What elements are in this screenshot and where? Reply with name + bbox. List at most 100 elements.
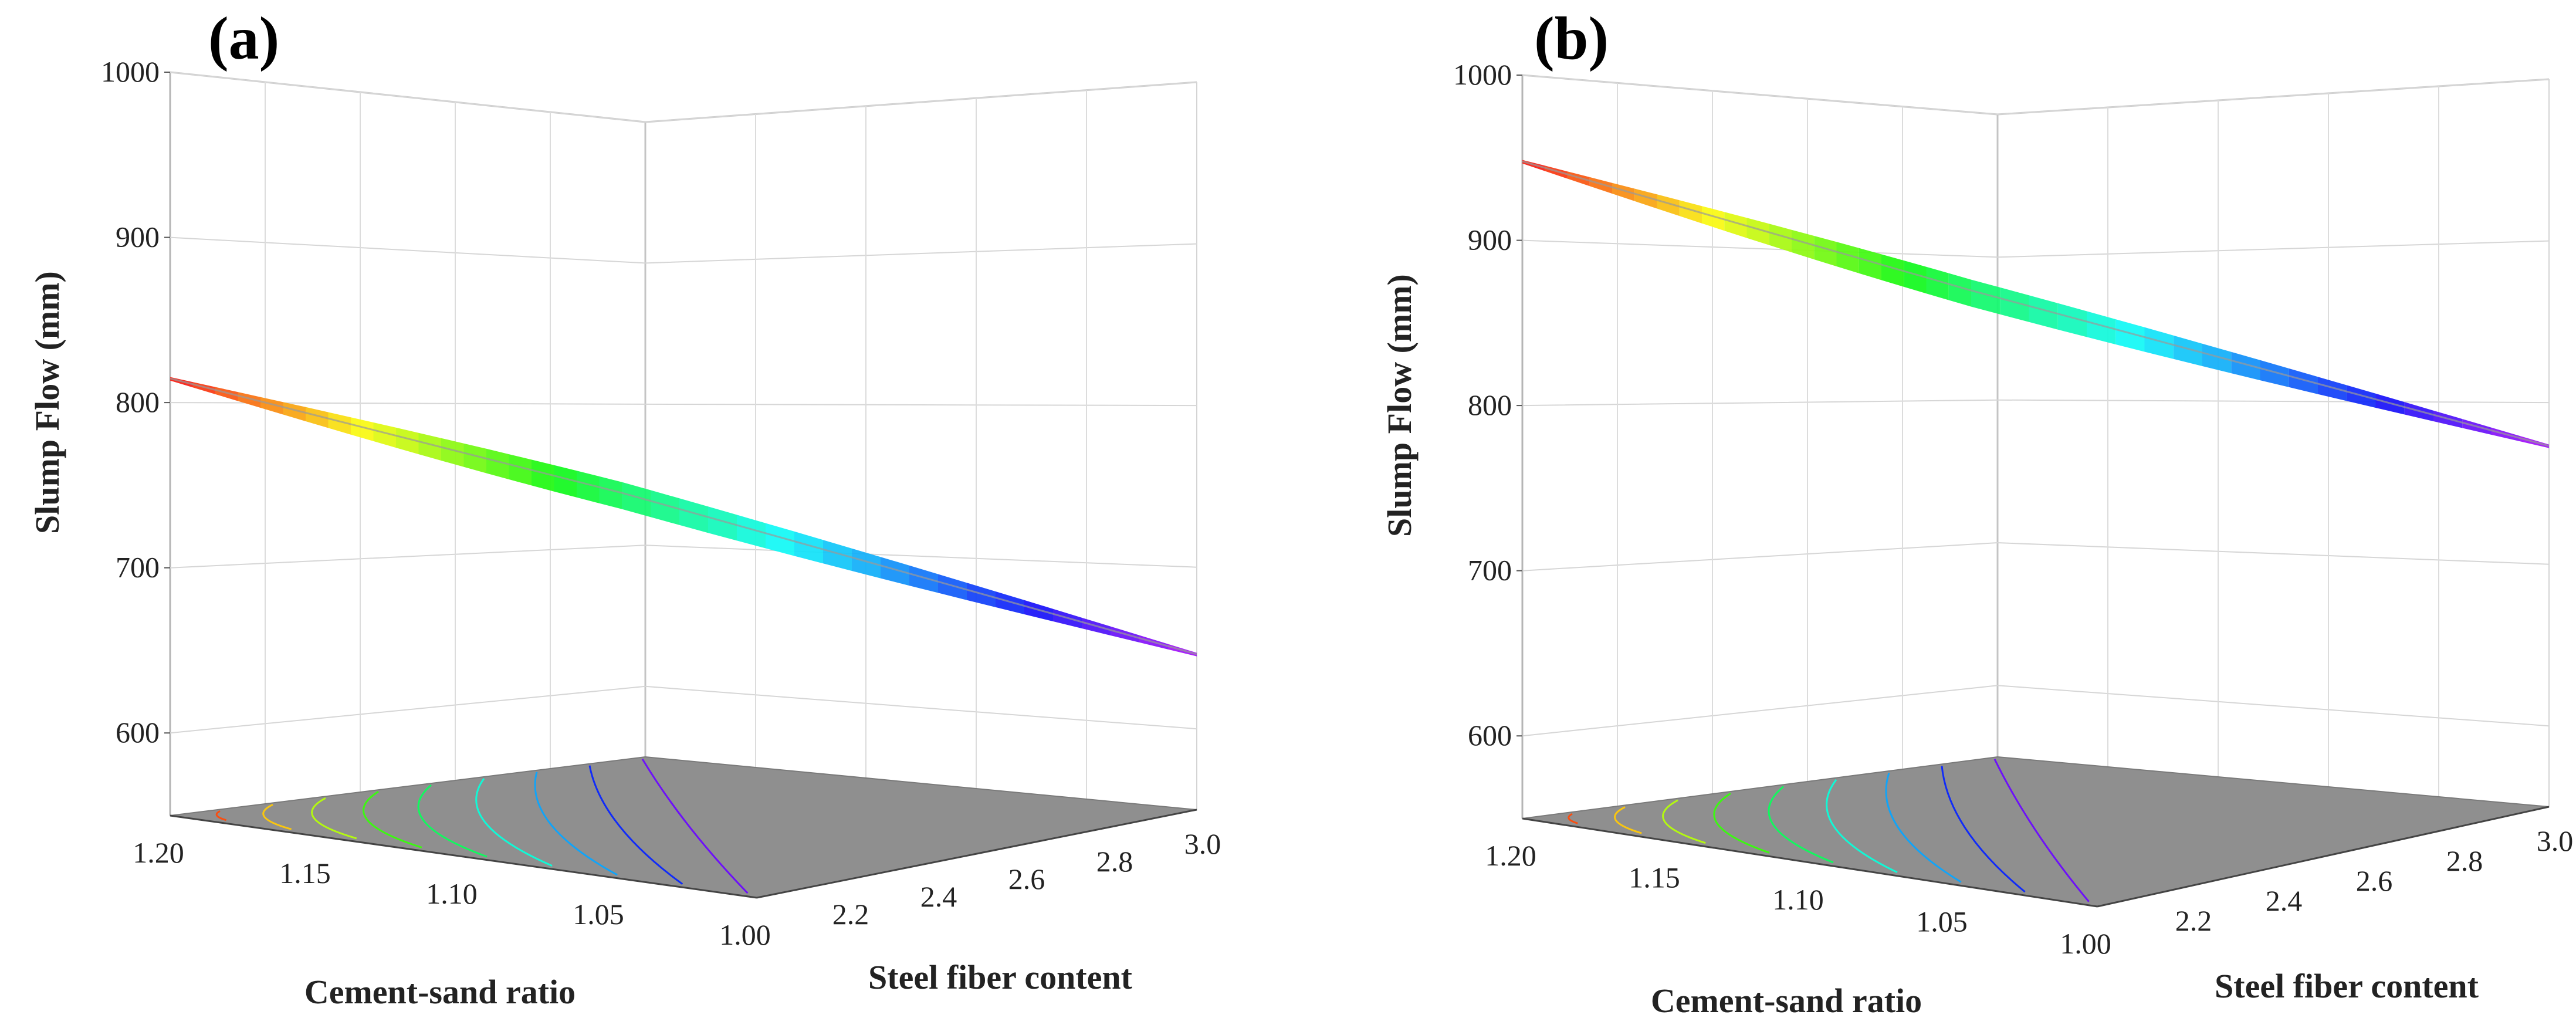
- surface-segment: [2087, 311, 2116, 344]
- surface-segment: [1679, 200, 1702, 224]
- surface-segment: [938, 574, 967, 600]
- surface-segment: [1971, 279, 2000, 314]
- x-tick-label: 1.15: [1629, 861, 1680, 894]
- surface-segment: [1769, 224, 1792, 252]
- panel-title: (a): [208, 5, 279, 72]
- x-tick-label: 1.20: [1485, 839, 1536, 872]
- surface-segment: [1926, 266, 1949, 300]
- contour-line: [1568, 813, 1578, 824]
- contour-line: [1885, 772, 1962, 883]
- surface-edge: [170, 377, 1197, 655]
- surface-segment: [1567, 171, 1590, 187]
- x-tick-label: 1.10: [426, 877, 478, 910]
- y-tick-label: 2.6: [1008, 863, 1045, 895]
- surface-segment: [881, 557, 909, 586]
- gridline-z: [1522, 239, 2550, 258]
- z-tick-label: 700: [1468, 554, 1512, 587]
- surface-segment: [651, 490, 679, 525]
- surface-segment: [909, 565, 938, 593]
- surface-segment: [441, 438, 464, 467]
- z-axis-title: Slump Flow (mm): [1380, 274, 1419, 537]
- surface-segment: [373, 422, 396, 448]
- contour-line: [311, 797, 357, 840]
- contour-line: [1941, 766, 2026, 893]
- gridline-z: [170, 544, 1197, 569]
- surface-segment: [2173, 335, 2202, 366]
- x-axis-line: [170, 814, 757, 899]
- y-axis-title: Steel fiber content: [868, 958, 1133, 996]
- top-wall-edge: [170, 71, 1197, 123]
- x-tick-label: 1.15: [279, 857, 331, 890]
- x-tick-label: 1.20: [133, 836, 184, 869]
- contour-line: [1768, 786, 1834, 864]
- y-tick-label: 2.6: [2356, 864, 2393, 897]
- surface-segment: [1634, 188, 1657, 209]
- x-tick-label: 1.05: [573, 898, 624, 931]
- contour-line: [534, 772, 618, 876]
- contour-line: [588, 765, 683, 885]
- contour-line: [1993, 759, 2090, 902]
- surface-segment: [708, 506, 737, 541]
- surface-segment: [351, 417, 374, 441]
- surface-segment: [328, 412, 351, 435]
- y-axis-line: [2097, 806, 2550, 908]
- surface-edge: [1522, 160, 2550, 447]
- surface-segment: [2318, 377, 2347, 401]
- gridline-z: [1522, 75, 2550, 116]
- surface-segment: [577, 471, 600, 503]
- z-tick-label: 800: [1468, 388, 1512, 421]
- z-axis-title: Slump Flow (mm): [28, 271, 66, 534]
- surface-segment: [238, 392, 260, 408]
- chart-panel-b: 600 700 800 900 1000 1.20 1.15 1.10 1.05 1.00 2.2 2…: [1288, 0, 2575, 1018]
- contour-line: [1662, 799, 1706, 844]
- z-tick-label: 1000: [101, 55, 160, 88]
- surface-segment: [2057, 303, 2087, 337]
- y-tick-label: 2.8: [2446, 844, 2483, 877]
- gridline-z: [1522, 685, 2550, 737]
- surface-segment: [2231, 351, 2260, 381]
- surface-segment: [554, 465, 577, 498]
- surface-segment: [766, 523, 794, 556]
- contour-line: [215, 810, 227, 821]
- x-axis-line: [1522, 817, 2098, 908]
- z-tick-label: 600: [1468, 719, 1512, 752]
- gridline-z: [170, 72, 1197, 123]
- surface-segment: [2289, 368, 2318, 394]
- y-tick-label: 2.2: [832, 898, 869, 931]
- gridline-z: [170, 402, 1197, 407]
- x-tick-label: 1.10: [1772, 883, 1824, 916]
- surface-segment: [1589, 177, 1612, 194]
- surface-segment: [486, 448, 509, 479]
- surface-chart-a: 600 700 800 900 1000 1.20 1.15 1.10 1.05 1.00 2.2 2…: [28, 5, 1221, 1011]
- z-tick-label: 900: [116, 221, 160, 253]
- contour-line: [1614, 806, 1642, 834]
- gridline-z: [170, 685, 1197, 734]
- y-tick-label: 2.4: [2266, 884, 2303, 917]
- surface-segment: [463, 443, 486, 474]
- x-tick-label: 1.00: [719, 918, 771, 951]
- surface-segment: [599, 476, 622, 509]
- surface-chart-b: 600 700 800 900 1000 1.20 1.15 1.10 1.05 1.00 2.2 2…: [1380, 5, 2573, 1018]
- surface-segment: [1792, 229, 1815, 260]
- contour-line: [641, 758, 749, 894]
- z-tick-label: 600: [116, 716, 160, 749]
- surface-segment: [823, 540, 852, 571]
- surface-segment: [1948, 273, 1971, 307]
- contour-line: [417, 784, 488, 858]
- surface-segment: [1859, 248, 1881, 280]
- contour-line: [1713, 792, 1770, 854]
- surface-segment: [1746, 218, 1769, 245]
- surface-segment: [852, 548, 881, 579]
- surface-segment: [418, 432, 441, 461]
- surface-segment: [532, 459, 554, 492]
- surface-segment: [967, 583, 996, 607]
- chart-panel-a: 600 700 800 900 1000 1.20 1.15 1.10 1.05 1.00 2.2 2…: [28, 5, 1221, 1011]
- surface-segment: [2000, 287, 2029, 322]
- surface-segment: [996, 591, 1024, 614]
- surface-segment: [2347, 385, 2376, 408]
- surface-segment: [2029, 295, 2058, 330]
- surface-segment: [2144, 327, 2174, 359]
- contour-line: [363, 790, 422, 848]
- y-axis-title: Steel fiber content: [2215, 967, 2479, 1005]
- x-axis-title: Cement-sand ratio: [304, 973, 576, 1011]
